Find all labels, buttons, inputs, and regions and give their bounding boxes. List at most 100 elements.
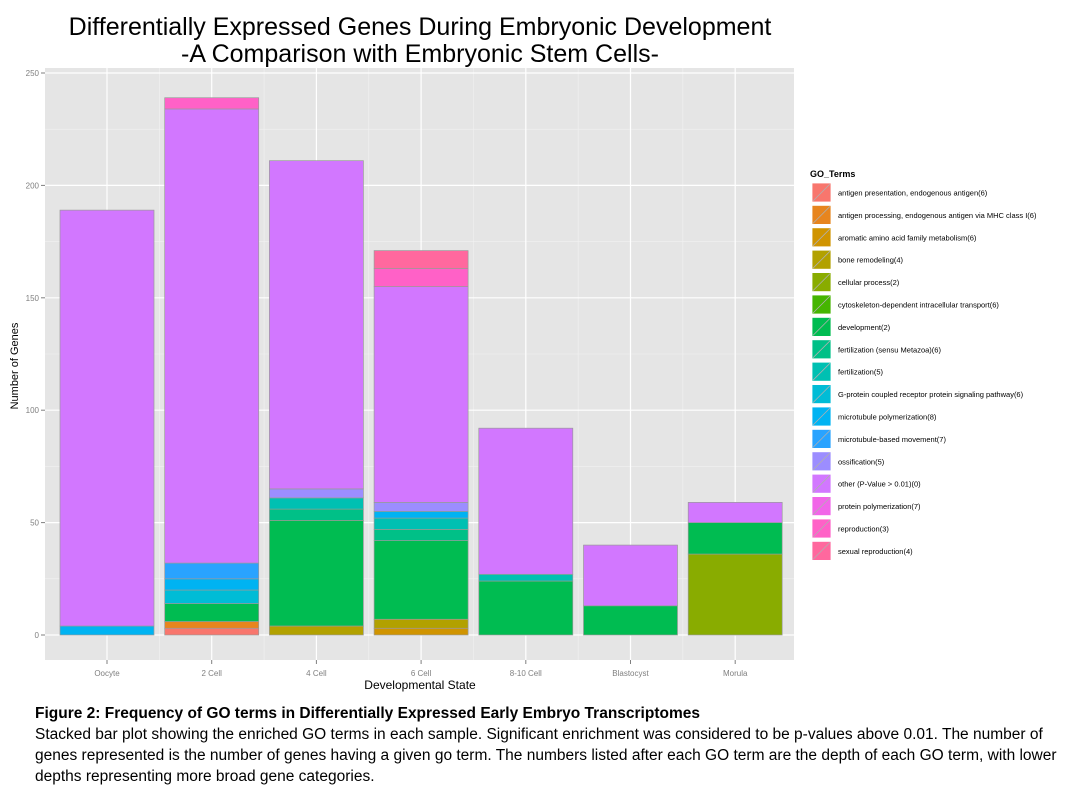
bar-segment bbox=[269, 160, 364, 490]
legend-key-slash bbox=[812, 430, 831, 448]
legend-item: antigen presentation, endogenous antigen… bbox=[811, 182, 988, 203]
bar-segment bbox=[164, 621, 260, 629]
bar-segment bbox=[583, 605, 678, 636]
legend-key-slash bbox=[812, 519, 831, 538]
legend-key-slash bbox=[812, 206, 831, 224]
bar-segment bbox=[164, 97, 260, 110]
legend-label: G-protein coupled receptor protein signa… bbox=[838, 390, 1024, 399]
legend-label: microtubule-based movement(7) bbox=[838, 435, 946, 444]
bar-segment bbox=[373, 250, 469, 269]
bar-segment bbox=[269, 497, 364, 510]
bar-stacks bbox=[59, 97, 783, 636]
y-tick-label: 250 bbox=[26, 69, 40, 78]
bar-segment bbox=[269, 520, 364, 627]
legend-label: ossification(5) bbox=[838, 457, 885, 466]
x-axis: Oocyte 2 Cell 4 Cell 6 Cell 8-10 Cell Blastoc… bbox=[94, 660, 748, 678]
legend-item: ossification(5) bbox=[811, 451, 885, 472]
legend-label: sexual reproduction(4) bbox=[838, 547, 913, 556]
legend-item: aromatic amino acid family metabolism(6) bbox=[811, 227, 977, 248]
bar-segment bbox=[269, 488, 364, 499]
legend-label: antigen processing, endogenous antigen v… bbox=[838, 211, 1037, 220]
legend-item: cellular process(2) bbox=[811, 272, 900, 293]
legend-item: microtubule polymerization(8) bbox=[811, 406, 937, 427]
x-tick-label: 4 Cell bbox=[306, 669, 327, 678]
bar-segment bbox=[373, 511, 469, 519]
y-tick-label: 100 bbox=[26, 406, 40, 415]
bar-segment bbox=[687, 522, 783, 555]
legend-item: fertilization (sensu Metazoa)(6) bbox=[811, 339, 941, 360]
caption-body: Stacked bar plot showing the enriched GO… bbox=[35, 726, 1057, 785]
legend-item: antigen processing, endogenous antigen v… bbox=[811, 204, 1037, 225]
legend-item: fertilization(5) bbox=[811, 361, 884, 382]
legend-label: protein polymerization(7) bbox=[838, 502, 921, 511]
legend-key-slash bbox=[812, 183, 831, 202]
legend-label: fertilization(5) bbox=[838, 368, 884, 377]
legend-item: protein polymerization(7) bbox=[811, 496, 921, 517]
y-axis-title: Number of Genes bbox=[9, 322, 21, 409]
legend-label: reproduction(3) bbox=[838, 525, 889, 534]
bar-segment bbox=[478, 573, 574, 582]
legend-item: other (P-Value > 0.01)(0) bbox=[811, 473, 921, 494]
bar-segment bbox=[373, 502, 469, 512]
x-tick-label: Morula bbox=[723, 669, 748, 678]
legend-label: bone remodeling(4) bbox=[838, 256, 904, 265]
bar-segment bbox=[164, 589, 260, 604]
x-tick-label: 6 Cell bbox=[411, 669, 432, 678]
x-tick-label: 2 Cell bbox=[201, 669, 222, 678]
legend-key-slash bbox=[812, 250, 831, 269]
bar-segment bbox=[269, 508, 364, 521]
legend-title: GO_Terms bbox=[810, 169, 855, 179]
bar-segment bbox=[164, 562, 260, 580]
legend-label: antigen presentation, endogenous antigen… bbox=[838, 189, 988, 198]
bar-segment bbox=[583, 544, 678, 607]
x-tick-label: 8-10 Cell bbox=[510, 669, 542, 678]
x-tick-label: Blastocyst bbox=[612, 669, 649, 678]
legend-label: fertilization (sensu Metazoa)(6) bbox=[838, 345, 941, 354]
caption-title: Figure 2: Frequency of GO terms in Diffe… bbox=[35, 705, 700, 722]
bar-segment bbox=[164, 627, 260, 636]
legend-item: sexual reproduction(4) bbox=[811, 541, 913, 561]
legend-key-slash bbox=[812, 273, 831, 291]
legend-label: cytoskeleton-dependent intracellular tra… bbox=[838, 301, 999, 310]
x-axis-title: Developmental State bbox=[364, 678, 476, 692]
bar-segment bbox=[373, 627, 469, 636]
bar-segment bbox=[164, 603, 260, 622]
legend-label: aromatic amino acid family metabolism(6) bbox=[838, 233, 977, 242]
y-tick-label: 50 bbox=[30, 519, 39, 528]
bar-segment bbox=[59, 209, 155, 627]
legend-item: microtubule-based movement(7) bbox=[811, 428, 946, 449]
bar-segment bbox=[373, 618, 469, 629]
legend-item: G-protein coupled receptor protein signa… bbox=[811, 384, 1024, 405]
legend-key-slash bbox=[812, 318, 831, 336]
legend-label: cellular process(2) bbox=[838, 278, 900, 287]
y-tick-label: 200 bbox=[26, 181, 40, 190]
legend-key-slash bbox=[812, 295, 831, 314]
bar-segment bbox=[164, 108, 260, 564]
bar-segment bbox=[373, 528, 469, 541]
legend-key-slash bbox=[812, 542, 831, 560]
legend: GO_Terms antigen presentation, endogenou… bbox=[810, 169, 1037, 561]
figure-caption: Figure 2: Frequency of GO terms in Diffe… bbox=[35, 703, 1075, 787]
bar-segment bbox=[373, 268, 469, 287]
y-tick-label: 150 bbox=[26, 294, 40, 303]
legend-item: reproduction(3) bbox=[811, 518, 889, 539]
bar-segment bbox=[478, 580, 574, 636]
chart-title-line-1: Differentially Expressed Genes During Em… bbox=[69, 13, 772, 41]
legend-item: cytoskeleton-dependent intracellular tra… bbox=[811, 294, 999, 315]
legend-key-slash bbox=[812, 385, 831, 403]
bar-segment bbox=[687, 502, 783, 523]
legend-item: development(2) bbox=[811, 316, 891, 337]
legend-key-slash bbox=[812, 228, 831, 247]
x-tick-label: Oocyte bbox=[94, 669, 120, 678]
bar-segment bbox=[373, 286, 469, 503]
legend-item: bone remodeling(4) bbox=[811, 249, 904, 270]
bar-segment bbox=[269, 625, 364, 636]
y-axis: 0 50 100 150 200 250 bbox=[26, 69, 45, 640]
legend-key-slash bbox=[812, 362, 831, 381]
legend-key-slash bbox=[812, 407, 831, 426]
legend-key-slash bbox=[812, 452, 831, 471]
bar-segment bbox=[373, 540, 469, 620]
legend-key-slash bbox=[812, 474, 831, 493]
bar-segment bbox=[59, 625, 155, 636]
stacked-bar-chart: Differentially Expressed Genes During Em… bbox=[9, 13, 1037, 692]
